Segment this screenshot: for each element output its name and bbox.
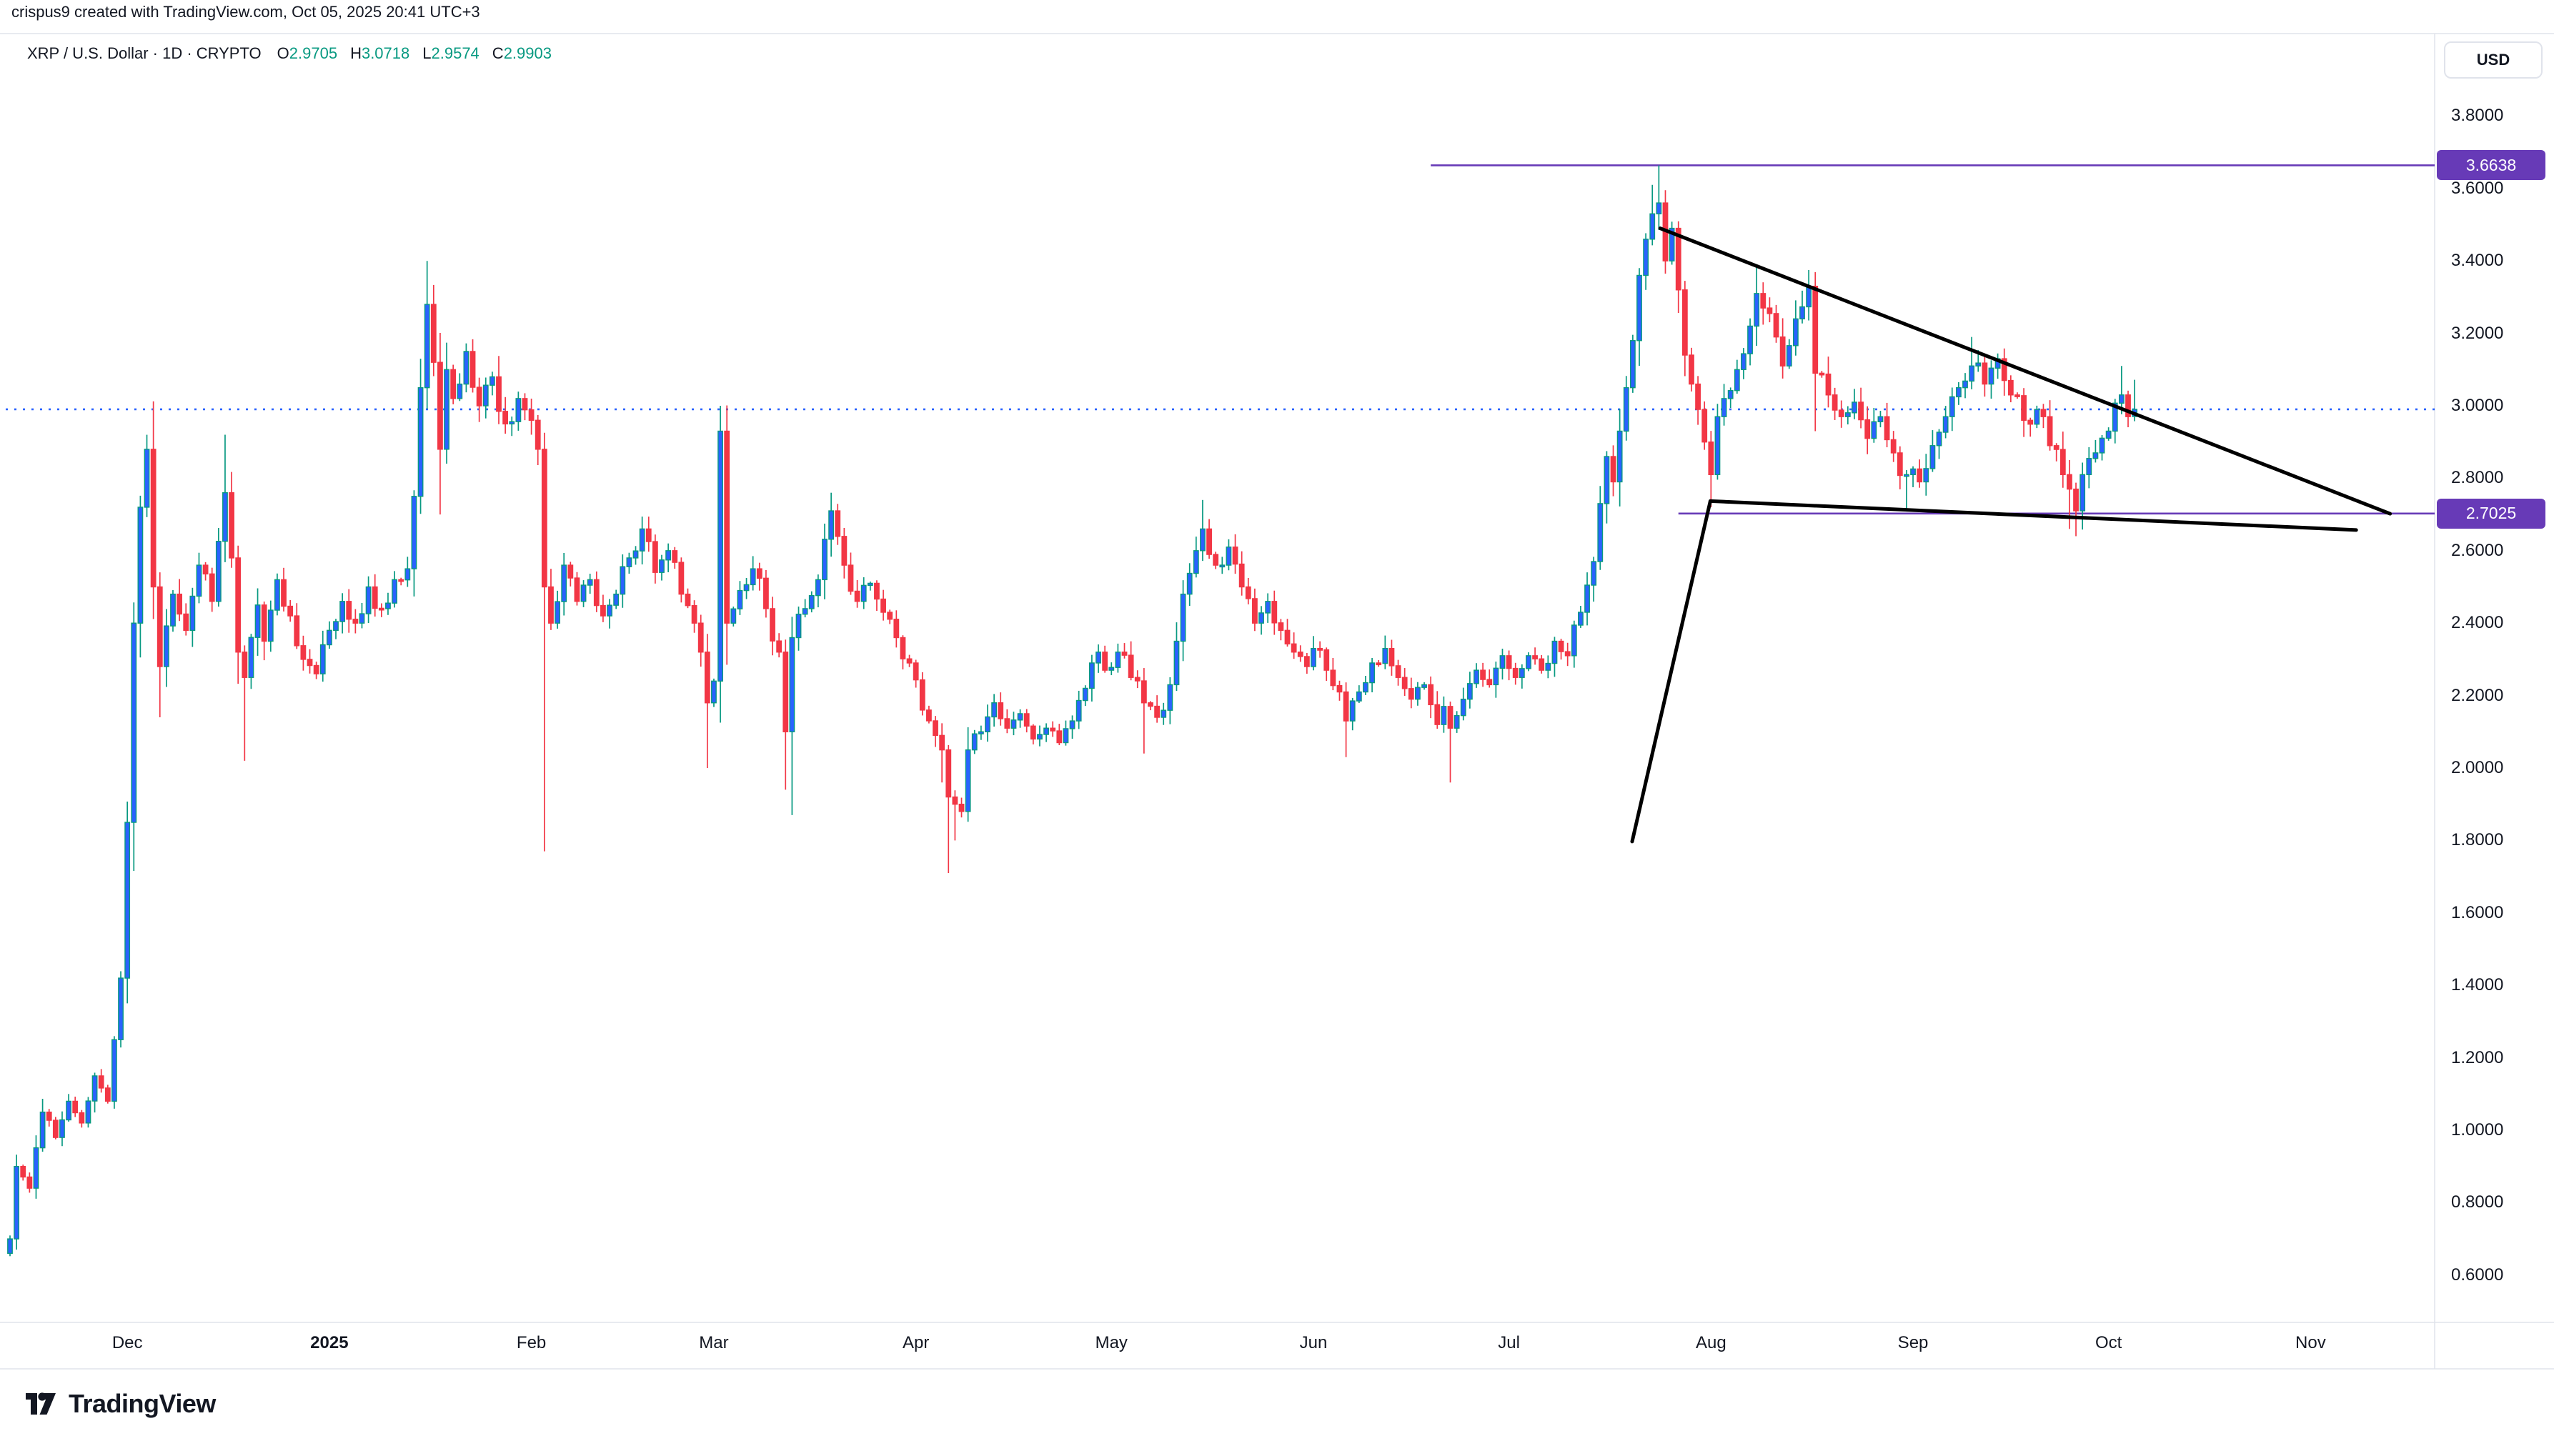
symbol-header: XRP / U.S. Dollar · 1D · CRYPTO O2.9705 H…: [27, 44, 552, 63]
price-tick-label: 0.8000: [2451, 1192, 2504, 1212]
time-tick-label-apr: Apr: [902, 1333, 930, 1352]
time-tick-label-aug: Aug: [1695, 1333, 1726, 1352]
time-axis[interactable]: [0, 1322, 2554, 1369]
time-tick-label-nov: Nov: [2295, 1333, 2326, 1352]
price-tick-label: 1.2000: [2451, 1047, 2504, 1067]
ohlc-o: O2.9705: [277, 44, 338, 62]
price-tick-label: 2.8000: [2451, 468, 2504, 488]
time-tick-label-jun: Jun: [1299, 1333, 1328, 1352]
price-tick-label: 3.4000: [2451, 251, 2504, 271]
candles-layer: [7, 165, 2138, 1257]
ohlc-h: H3.0718: [350, 44, 410, 62]
time-tick-label-may: May: [1095, 1333, 1128, 1352]
price-tick-label: 2.6000: [2451, 540, 2504, 560]
trendline-lower-support: [1708, 499, 2358, 532]
ohlc-l: L2.9574: [422, 44, 480, 62]
time-tick-label-oct: Oct: [2095, 1333, 2122, 1352]
ohlc-c: C2.9903: [492, 44, 552, 62]
price-tick-label: 3.2000: [2451, 323, 2504, 343]
price-level-lines: [1431, 164, 2435, 515]
price-level-badge: 2.7025: [2437, 498, 2545, 529]
price-level-badge: 3.6638: [2437, 150, 2545, 181]
price-tick-label: 2.4000: [2451, 613, 2504, 633]
currency-toggle-button[interactable]: USD: [2444, 41, 2543, 79]
attribution-text: crispus9 created with TradingView.com, O…: [11, 3, 480, 21]
pane-borders: [0, 33, 2554, 1370]
tradingview-logo-icon: [26, 1392, 56, 1415]
time-tick-label-dec: Dec: [111, 1333, 143, 1352]
time-tick-label-feb: Feb: [516, 1333, 547, 1352]
tradingview-logo[interactable]: TradingView: [24, 1387, 216, 1420]
trendline-descending-resistance: [1658, 226, 2392, 516]
price-tick-label: 3.6000: [2451, 178, 2504, 198]
price-tick-label: 3.0000: [2451, 396, 2504, 415]
time-tick-label-2025: 2025: [310, 1333, 349, 1352]
ohlc-values: O2.9705 H3.0718 L2.9574 C2.9903: [277, 44, 552, 63]
tradingview-logo-text: TradingView: [69, 1389, 216, 1418]
price-tick-label: 0.6000: [2451, 1265, 2504, 1285]
price-tick-label: 3.8000: [2451, 106, 2504, 126]
price-tick-label: 2.2000: [2451, 685, 2504, 705]
trendline-steep-connector: [1630, 499, 1712, 844]
price-tick-label: 1.4000: [2451, 975, 2504, 995]
price-tick-label: 1.6000: [2451, 902, 2504, 922]
price-tick-label: 1.8000: [2451, 830, 2504, 850]
price-tick-label: 2.0000: [2451, 758, 2504, 777]
time-tick-label-sep: Sep: [1897, 1333, 1929, 1352]
symbol-title: XRP / U.S. Dollar · 1D · CRYPTO: [27, 44, 262, 62]
price-tick-label: 1.0000: [2451, 1120, 2504, 1140]
time-tick-label-mar: Mar: [699, 1333, 729, 1352]
time-tick-label-jul: Jul: [1498, 1333, 1520, 1352]
